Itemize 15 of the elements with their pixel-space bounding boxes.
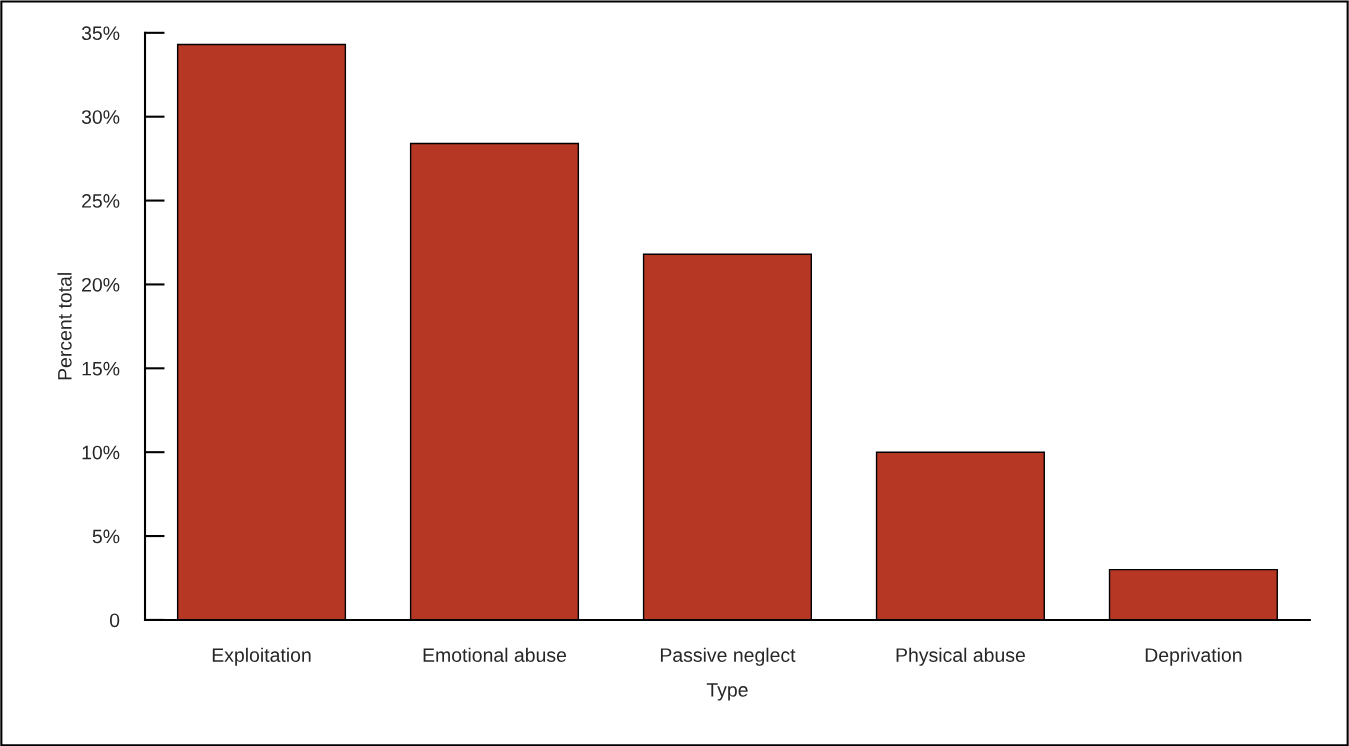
x-axis-title: Type	[706, 683, 748, 701]
x-tick-label: Exploitation	[212, 647, 311, 666]
y-tick-label: 10%	[82, 445, 120, 460]
y-tick-label: 15%	[82, 361, 120, 376]
x-tick-label: Passive neglect	[660, 647, 796, 666]
y-tick-label: 0	[109, 613, 120, 628]
x-tick-label: Deprivation	[1145, 647, 1242, 666]
y-tick-label: 30%	[81, 110, 120, 124]
y-tick-label: 35%	[81, 26, 120, 41]
x-tick-label: Emotional abuse	[423, 647, 567, 662]
x-tick-label: Physical abuse	[896, 647, 1025, 666]
y-tick-label: 25%	[82, 194, 120, 208]
y-axis-title: Percent total	[57, 273, 72, 380]
y-tick-label: 20%	[82, 277, 120, 292]
y-tick-label: 5%	[92, 529, 120, 544]
